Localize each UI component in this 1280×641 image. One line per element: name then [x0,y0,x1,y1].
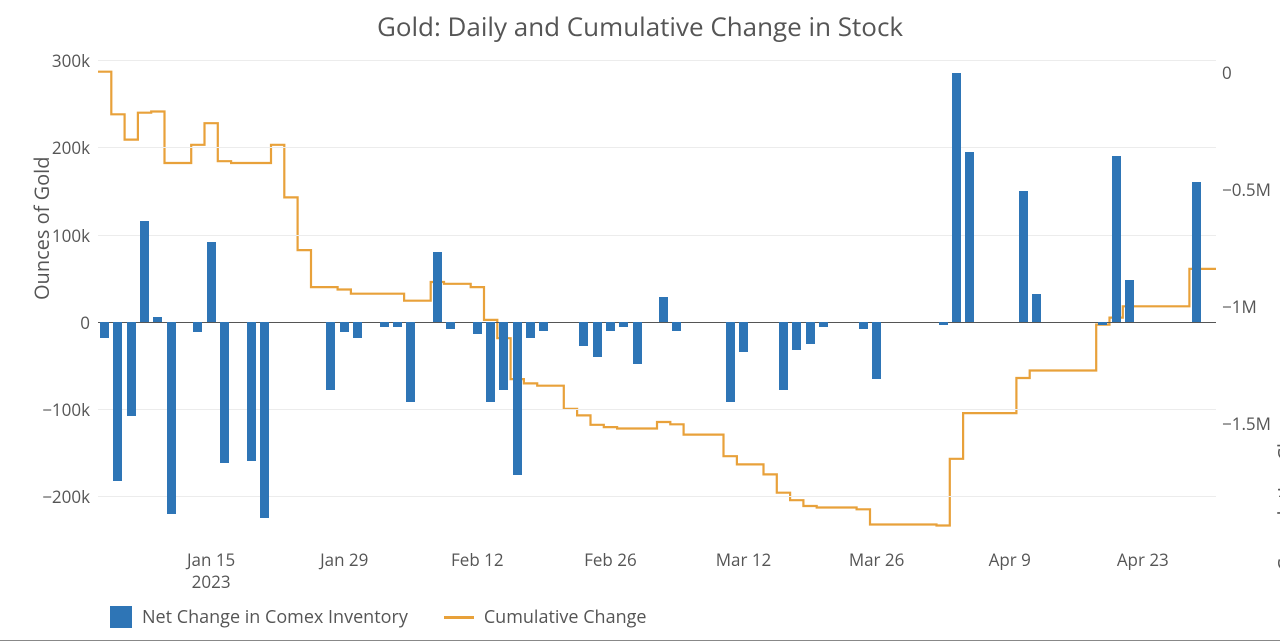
bar [340,322,349,332]
legend-label-bars: Net Change in Comex Inventory [142,605,408,629]
x-tick-label: Jan 29 [320,548,368,571]
x-sub-label: 2023 [192,570,231,593]
x-tick-label: Feb 26 [584,548,637,571]
bar [819,322,828,327]
legend-item-bars: Net Change in Comex Inventory [110,605,408,629]
y-left-tick-label: 300k [10,49,90,72]
y-left-tick-label: 200k [10,136,90,159]
bar [593,322,602,357]
plot-area [98,60,1216,540]
bar [247,322,256,462]
bar [1019,191,1028,322]
bar [779,322,788,390]
bar [526,322,535,338]
bar [539,322,548,331]
bar [792,322,801,350]
x-tick-label: Feb 12 [451,548,504,571]
bar [1125,280,1134,322]
bar [153,317,162,321]
y-left-tick-label: −100k [10,398,90,421]
bar [326,322,335,390]
bar [486,322,495,402]
bar [353,322,362,338]
bar [939,322,948,325]
bar [1098,322,1107,325]
legend-item-line: Cumulative Change [444,605,647,629]
bar [726,322,735,402]
bar [140,221,149,321]
y-left-tick-label: 0 [10,311,90,334]
y-right-tick-label: −1.5M [1222,412,1278,435]
x-tick-label: Apr 9 [989,548,1031,571]
bar [633,322,642,364]
x-tick-label: Mar 12 [716,548,772,571]
bar-swatch-icon [110,606,132,628]
bar [965,152,974,322]
bar [100,322,109,338]
bar [1192,182,1201,322]
bar [473,322,482,334]
bar [167,322,176,514]
bar [606,322,615,331]
x-tick-label: Jan 15 [187,548,235,571]
legend-label-line: Cumulative Change [484,605,647,629]
bar [446,322,455,329]
bar [393,322,402,327]
bar [433,252,442,322]
bar [806,322,815,344]
x-tick-label: Apr 23 [1117,548,1169,571]
bar [1112,156,1121,322]
y-left-tick-label: 100k [10,224,90,247]
bar [207,242,216,322]
bar [380,322,389,327]
bar [952,73,961,322]
bar [220,322,229,463]
line-swatch-icon [444,616,474,619]
y-right-tick-label: −0.5M [1222,178,1278,201]
bar [260,322,269,518]
bar [193,322,202,332]
y-right-tick-label: −1M [1222,295,1278,318]
bar [1032,294,1041,322]
bar [579,322,588,346]
gridline [98,235,1216,236]
bar [499,322,508,390]
bar [659,297,668,321]
bar [872,322,881,379]
bar [513,322,522,475]
x-tick-label: Mar 26 [849,548,905,571]
bar [127,322,136,416]
gridline [98,60,1216,61]
bar [619,322,628,327]
bar [859,322,868,329]
chart-container: Gold: Daily and Cumulative Change in Sto… [0,0,1280,641]
bar [672,322,681,331]
bar [406,322,415,402]
y-right-tick-label: 0 [1222,61,1278,84]
bar [113,322,122,481]
chart-title: Gold: Daily and Cumulative Change in Sto… [0,8,1280,44]
bar [739,322,748,353]
gridline [98,147,1216,148]
y-left-tick-label: −200k [10,485,90,508]
legend: Net Change in Comex Inventory Cumulative… [110,605,647,629]
